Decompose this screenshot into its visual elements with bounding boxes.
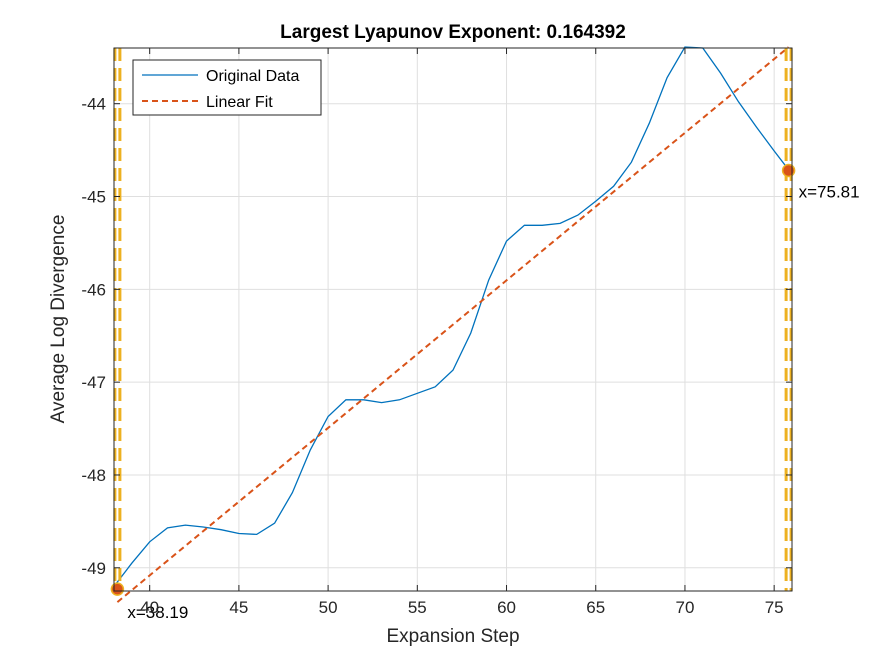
y-tick-label: -46 (81, 280, 106, 299)
x-tick-label: 70 (675, 598, 694, 617)
x-tick-label: 65 (586, 598, 605, 617)
legend: Original Data Linear Fit (132, 59, 322, 116)
axes-box (113, 47, 793, 592)
series-layer (113, 46, 793, 603)
y-tick-label: -45 (81, 188, 106, 207)
y-tick-label: -48 (81, 466, 106, 485)
x-tick-label: 40 (140, 598, 159, 617)
y-tick-label: -44 (81, 95, 106, 114)
plot-area (114, 48, 792, 591)
x-tick-label: 60 (497, 598, 516, 617)
legend-label-original-data: Original Data (206, 68, 299, 85)
cursor-label: x=75.81 (799, 183, 860, 202)
y-axis-label: Average Log Divergence (48, 215, 69, 424)
series-line-original-data (113, 46, 793, 587)
grid (114, 48, 792, 591)
cursor-marker (110, 582, 125, 596)
x-tick-label: 50 (319, 598, 338, 617)
x-tick-label: 75 (765, 598, 784, 617)
x-tick-label: 45 (229, 598, 248, 617)
y-tick-label: -47 (81, 373, 106, 392)
y-tick-label: -49 (81, 559, 106, 578)
legend-label-linear-fit: Linear Fit (206, 94, 273, 111)
legend-box (132, 59, 322, 116)
ticks: 40 45 50 55 60 65 70 75 -44 -45 -46 -47 -48 -49 (81, 48, 792, 617)
x-tick-label: 55 (408, 598, 427, 617)
x-axis-label: Expansion Step (386, 626, 519, 647)
cursor-marker (781, 163, 796, 178)
chart-title: Largest Lyapunov Exponent: 0.164392 (280, 22, 626, 43)
cursor-label: x=38.19 (127, 603, 188, 622)
series-line-linear-fit (116, 46, 790, 603)
